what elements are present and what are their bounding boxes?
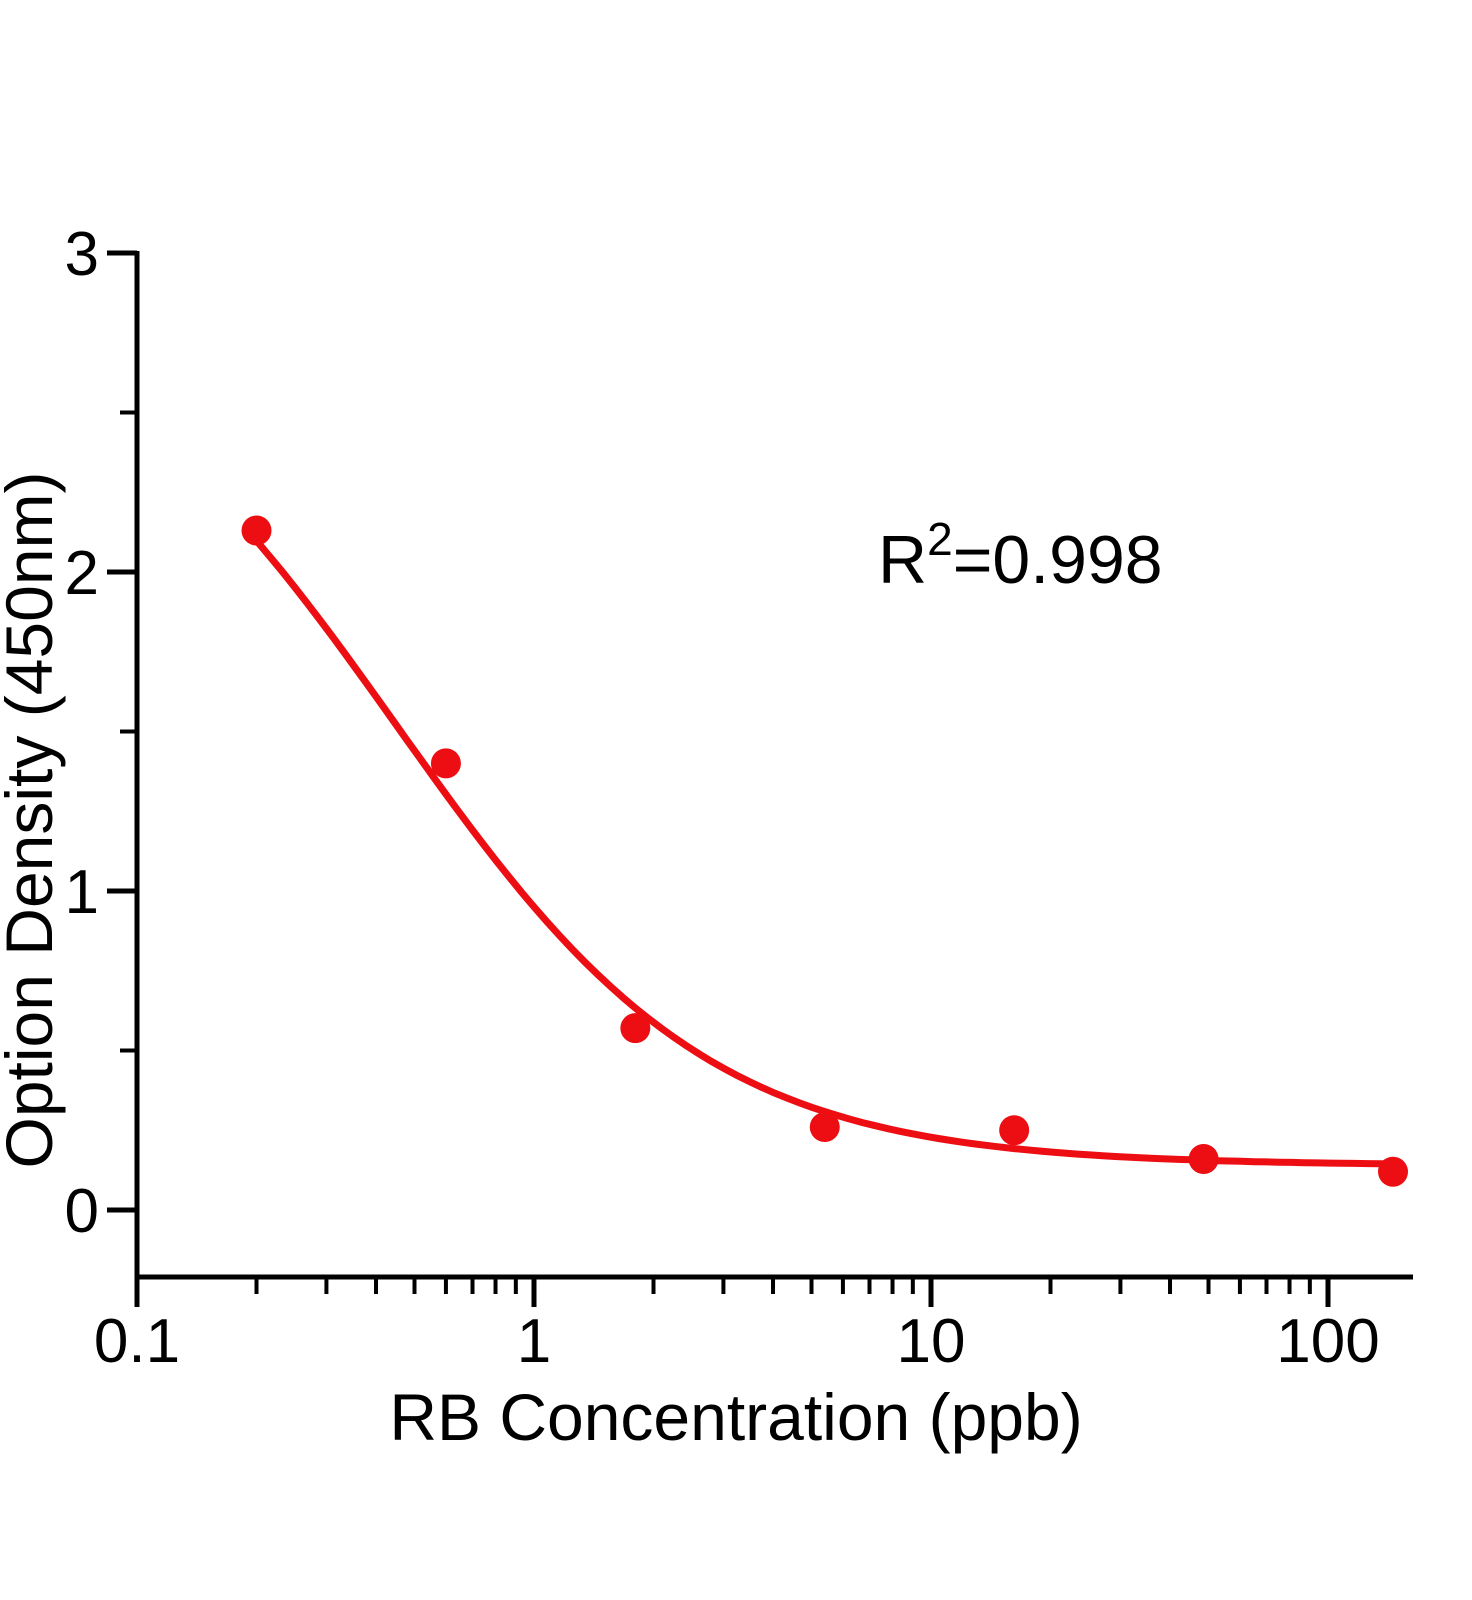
x-tick-label: 10 — [897, 1307, 966, 1376]
x-tick-label: 100 — [1276, 1307, 1379, 1376]
x-axis-title: RB Concentration (ppb) — [389, 1380, 1082, 1454]
data-point — [1378, 1156, 1409, 1187]
data-point — [430, 748, 461, 779]
x-tick-label: 0.1 — [94, 1307, 180, 1376]
data-points — [241, 515, 1409, 1187]
r-squared-annotation: R2=0.998 — [878, 513, 1163, 598]
y-tick-label: 2 — [65, 539, 99, 608]
x-ticks: 0.1 1 10 100 — [94, 1277, 1380, 1376]
y-ticks: 0 1 2 3 — [65, 220, 137, 1246]
fit-curve — [253, 537, 1397, 1168]
y-tick-label: 3 — [65, 220, 99, 289]
data-point — [241, 515, 272, 546]
x-tick-label: 1 — [517, 1307, 551, 1376]
y-tick-label: 0 — [65, 1177, 99, 1246]
data-point — [809, 1112, 840, 1143]
data-point — [620, 1013, 651, 1044]
data-point — [1188, 1143, 1219, 1174]
data-point — [999, 1115, 1030, 1146]
y-axis-title: Option Density (450nm) — [0, 472, 66, 1169]
y-tick-label: 1 — [65, 858, 99, 927]
axes — [134, 251, 1413, 1280]
